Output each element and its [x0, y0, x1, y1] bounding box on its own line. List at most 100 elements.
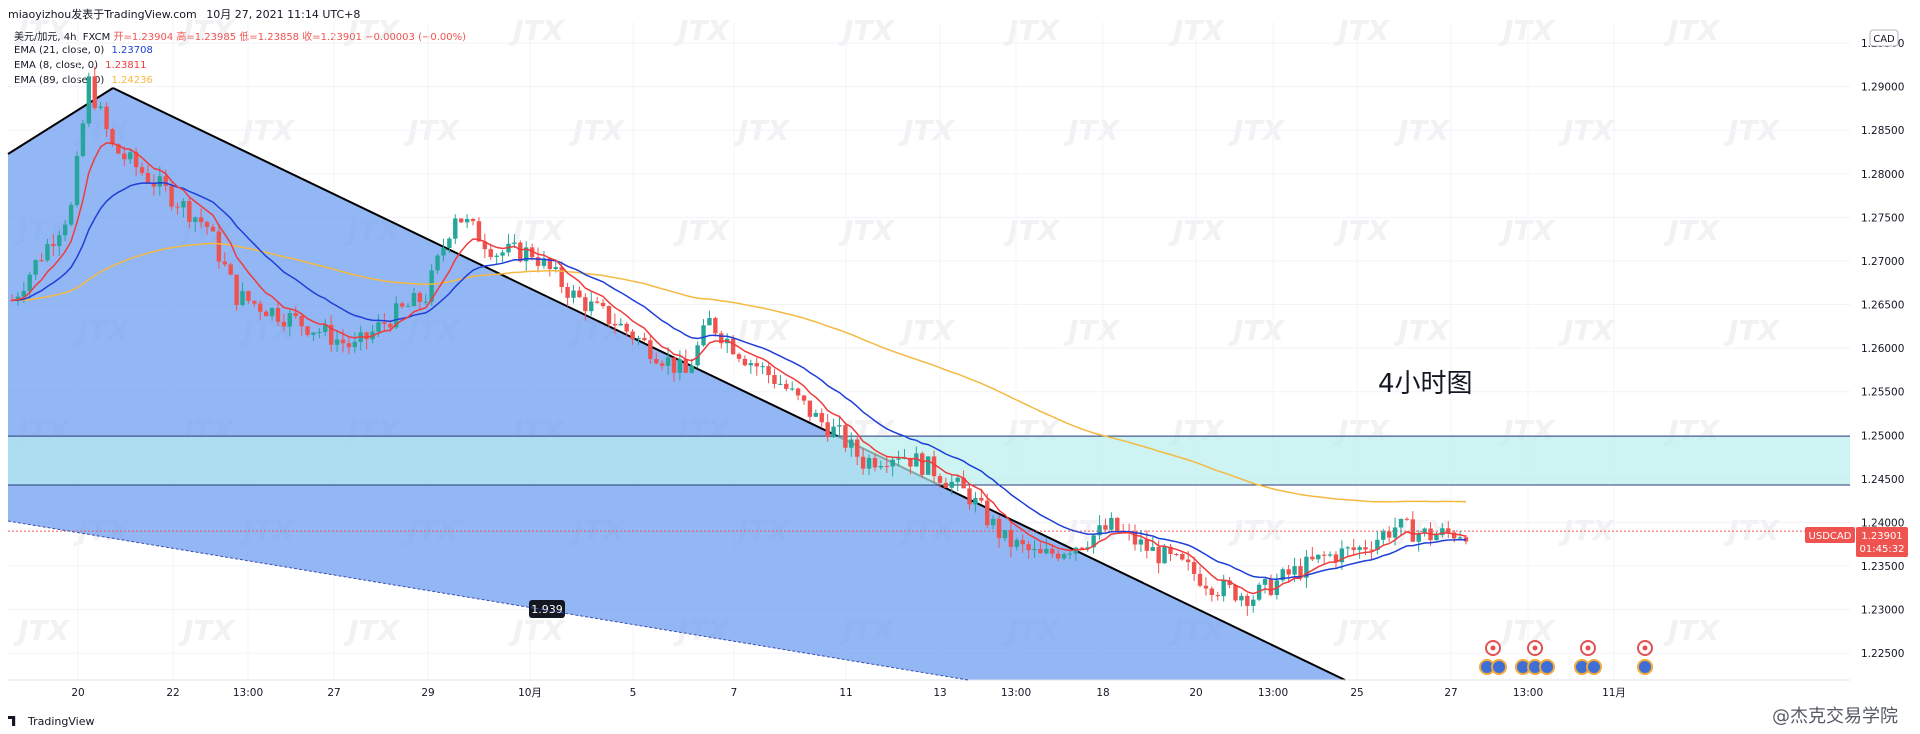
candle-body: [813, 412, 819, 417]
ema89-label: EMA (89, close, 0): [14, 75, 105, 86]
candle-body: [145, 172, 151, 183]
candle-body: [594, 301, 600, 303]
candle-body: [1091, 535, 1096, 548]
candle-body: [1446, 528, 1451, 533]
price-axis-bg: [1850, 0, 1920, 734]
event-flag-us-icon[interactable]: [1539, 659, 1555, 675]
candle-body: [612, 323, 618, 326]
candle-body: [376, 322, 381, 332]
candle-body: [1345, 547, 1350, 549]
timeframe-annotation: 4小时图: [1378, 369, 1473, 399]
candle-body: [57, 235, 62, 246]
candle-body: [269, 308, 275, 317]
ema89-value: 1.24236: [111, 75, 153, 86]
price-tick-label: 1.25000: [1861, 430, 1904, 442]
candle-body: [1440, 528, 1445, 536]
candle-body: [600, 302, 606, 307]
tradingview-brand[interactable]: TradingView: [8, 715, 94, 728]
jtx-watermark: JTX: [508, 14, 566, 47]
jtx-watermark: JTX: [13, 614, 71, 647]
last-price-tag-bg: [1856, 527, 1908, 557]
candle-body: [1327, 554, 1333, 556]
candle-body: [553, 267, 558, 270]
price-axis[interactable]: 1.295001.290001.285001.280001.275001.270…: [1850, 0, 1920, 734]
candle-body: [937, 476, 943, 483]
time-tick-label: 29: [421, 687, 434, 699]
symbol-label[interactable]: 美元/加元, 4h, FXCM: [14, 32, 111, 43]
candle-body: [1451, 532, 1457, 539]
currency-badge[interactable]: CAD: [1869, 29, 1899, 47]
currency-badge-box: [1869, 29, 1899, 47]
candle-body: [801, 395, 807, 401]
candle-body: [1144, 539, 1150, 551]
candle-body: [630, 331, 635, 340]
candle-body: [571, 290, 576, 298]
candle-body: [39, 260, 44, 262]
price-tick-label: 1.24000: [1861, 517, 1904, 529]
candle-body: [500, 252, 505, 256]
jtx-watermark: JTX: [1498, 214, 1556, 247]
candle-body: [665, 357, 671, 366]
candle-body: [1434, 535, 1439, 541]
candle-body: [1197, 573, 1203, 586]
time-axis[interactable]: 20 22 13:00 27 29 10月 5 7 11 13 13:00 18 20 13:00 25 27…: [8, 679, 1850, 699]
candle-body: [210, 226, 216, 232]
candle-body: [74, 155, 80, 205]
economic-events[interactable]: [1479, 640, 1653, 675]
candle-body: [62, 224, 68, 236]
price-tick-label: 1.25500: [1861, 387, 1904, 399]
ema8-legend[interactable]: EMA (8, close, 0) 1.23811: [14, 60, 147, 71]
jtx-watermark: JTX: [1333, 614, 1391, 647]
symbol-tag-bg: [1805, 527, 1855, 543]
candle-body: [979, 497, 984, 501]
candle-body: [1398, 518, 1404, 528]
candle-body: [606, 306, 612, 324]
jtx-watermark: JTX: [1723, 514, 1781, 547]
candle-body: [1050, 548, 1055, 554]
candle-body: [849, 439, 854, 448]
candle-body: [459, 218, 464, 223]
candle-body: [187, 201, 192, 222]
event-flag-us-icon[interactable]: [1637, 659, 1653, 675]
jtx-watermark: JTX: [178, 614, 236, 647]
candle-body: [299, 316, 304, 327]
candle-body: [973, 497, 978, 505]
timestamp-label: 10月 27, 2021 11:14 UTC+8: [206, 8, 361, 21]
jtx-watermark: JTX: [1168, 14, 1226, 47]
candle-body: [122, 153, 127, 160]
candle-body: [1061, 554, 1067, 559]
candle-body: [1310, 556, 1315, 560]
candle-body: [890, 459, 895, 467]
candle-body: [1032, 548, 1037, 551]
candle-body: [914, 453, 919, 467]
candle-body: [1044, 548, 1049, 554]
candle-body: [193, 217, 198, 222]
candle-body: [955, 477, 960, 482]
candle-body: [1351, 547, 1356, 550]
time-tick-label: 27: [1444, 687, 1457, 699]
candle-body: [843, 425, 848, 448]
time-tick-label: 5: [630, 687, 637, 699]
candle-body: [1014, 540, 1019, 547]
candle-body: [1416, 533, 1421, 542]
candle-body: [417, 293, 423, 302]
jtx-watermark: JTX: [733, 314, 791, 347]
candle-body: [925, 456, 931, 475]
candle-body: [423, 301, 428, 303]
ema21-legend[interactable]: EMA (21, close, 0) 1.23708: [14, 45, 153, 56]
event-flag-dot: [1585, 645, 1591, 651]
candle-body: [51, 243, 56, 246]
candle-body: [920, 453, 925, 475]
ema89-legend[interactable]: EMA (89, close, 0) 1.24236: [14, 75, 153, 86]
candle-body: [1026, 544, 1031, 551]
candle-body: [784, 383, 789, 389]
event-flag-us-icon[interactable]: [1586, 659, 1602, 675]
candle-body: [393, 303, 399, 328]
event-flag-us-icon[interactable]: [1491, 659, 1507, 675]
candle-body: [996, 518, 1002, 539]
candle-body: [1067, 553, 1073, 555]
jtx-watermark: JTX: [343, 14, 401, 47]
jtx-watermark: JTX: [13, 14, 71, 47]
candle-body: [689, 365, 694, 373]
